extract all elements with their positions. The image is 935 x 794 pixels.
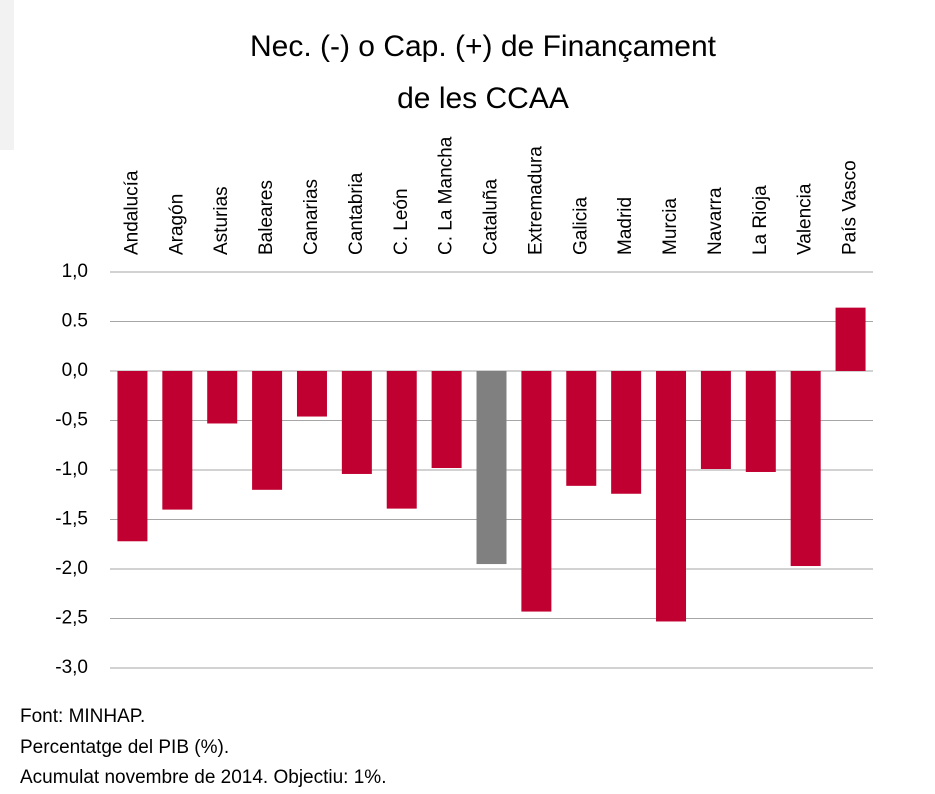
- x-tick-label: Murcia: [660, 198, 681, 255]
- x-tick-label: Galicia: [570, 196, 591, 255]
- x-tick-label: La Rioja: [750, 185, 771, 255]
- note: Acumulat novembre de 2014. Objectiu: 1%.: [20, 767, 386, 788]
- bar: [431, 371, 462, 469]
- x-tick-label: Baleares: [256, 180, 277, 255]
- bar: [117, 371, 148, 542]
- chart-title: Nec. (-) o Cap. (+) de Finançament: [250, 30, 717, 63]
- bar: [835, 307, 866, 371]
- note: Percentatge del PIB (%).: [20, 737, 229, 758]
- x-tick-label: Cantabria: [346, 172, 367, 255]
- bar: [207, 371, 238, 424]
- x-tick-label: Asturias: [211, 186, 232, 255]
- y-tick-label: 0.5: [62, 311, 88, 332]
- x-tick-label: Navarra: [705, 187, 726, 255]
- x-tick-label: Andalucía: [121, 170, 142, 255]
- x-tick-label: C. La Mancha: [436, 136, 457, 255]
- bar: [341, 371, 372, 474]
- x-tick-label: C. León: [391, 188, 412, 255]
- y-tick-label: -2,5: [55, 608, 88, 629]
- chart-title: de les CCAA: [397, 82, 569, 115]
- bar: [566, 371, 597, 486]
- bar: [700, 371, 731, 470]
- bar: [790, 371, 821, 567]
- y-tick-label: -1,0: [55, 459, 88, 480]
- y-tick-label: -3,0: [55, 657, 88, 678]
- x-tick-label: Cataluña: [481, 179, 502, 255]
- y-tick-label: -1,5: [55, 509, 88, 530]
- bar: [162, 371, 193, 510]
- bar: [611, 371, 642, 494]
- y-tick-label: -0,5: [55, 410, 88, 431]
- y-tick-label: -2,0: [55, 558, 88, 579]
- x-tick-label: Canarias: [301, 179, 322, 255]
- x-tick-label: Valencia: [795, 183, 816, 255]
- bar: [252, 371, 283, 490]
- x-tick-label: Madrid: [615, 197, 636, 255]
- bar: [521, 371, 552, 612]
- y-tick-label: 1,0: [62, 261, 88, 282]
- bar: [745, 371, 776, 472]
- x-tick-label: Extremadura: [525, 146, 546, 255]
- bar: [386, 371, 417, 509]
- y-tick-label: 0,0: [62, 360, 88, 381]
- bar: [476, 371, 507, 565]
- x-tick-label: Aragón: [166, 194, 187, 255]
- x-tick-label: País Vasco: [840, 160, 861, 255]
- background-strip: [0, 0, 14, 150]
- bar: [656, 371, 687, 622]
- bar: [296, 371, 327, 417]
- note: Font: MINHAP.: [20, 706, 145, 727]
